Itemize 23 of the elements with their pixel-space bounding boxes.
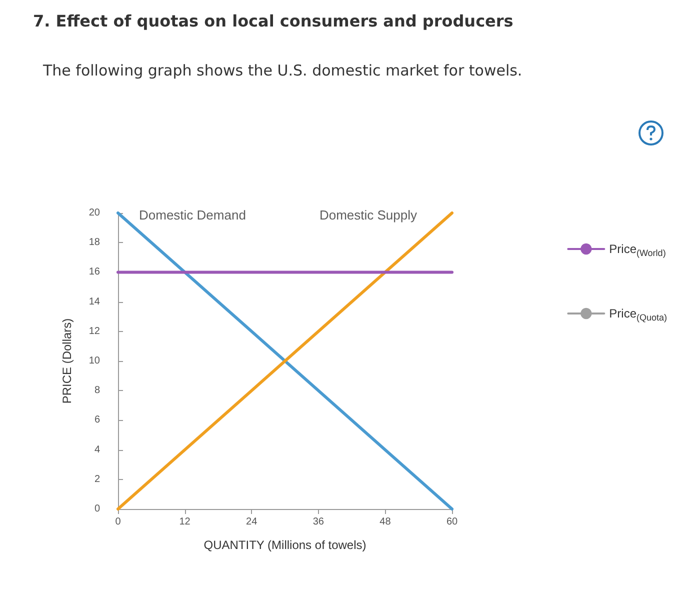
y-tick-label: 6 <box>94 414 100 426</box>
x-tick-label: 48 <box>380 516 392 528</box>
y-tick-label: 8 <box>94 385 100 396</box>
y-tick-label: 14 <box>88 296 100 308</box>
chart-subtitle: The following graph shows the U.S. domestic market for towels. <box>42 62 522 80</box>
x-axis-title: QUANTITY (Millions of towels) <box>204 538 366 552</box>
chart-title: 7. Effect of quotas on local consumers and producers <box>33 12 514 30</box>
x-tick-label: 36 <box>312 516 324 528</box>
x-tick-label: 12 <box>179 516 191 528</box>
y-tick-label: 0 <box>94 504 100 514</box>
y-tick-label: 12 <box>88 326 100 337</box>
y-tick-label: 18 <box>88 237 100 248</box>
y-tick-label: 4 <box>94 444 100 456</box>
x-tick-label: 24 <box>246 516 258 528</box>
y-tick-label: 2 <box>94 474 100 485</box>
y-tick-label: 20 <box>88 208 100 218</box>
annotation: Domestic Demand <box>139 208 246 222</box>
annotation: Domestic Supply <box>319 208 418 222</box>
y-tick-label: 10 <box>88 356 100 366</box>
x-tick-label: 60 <box>446 516 458 528</box>
x-tick-label: 0 <box>115 516 122 528</box>
y-axis-title: PRICE (Dollars) <box>60 318 74 404</box>
y-tick-label: 16 <box>88 266 100 278</box>
